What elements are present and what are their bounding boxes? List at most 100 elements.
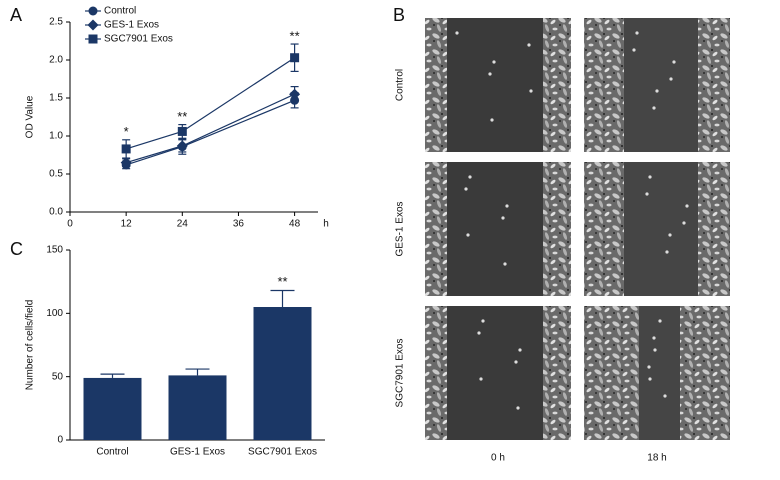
y-tick-label: 0.0 [49,207,63,218]
cell-dot [503,262,507,266]
cell-dot [505,204,509,208]
micrograph [425,18,571,152]
cell-front [698,18,730,152]
bar [83,377,142,440]
panel-label: C [10,239,23,259]
bar [253,307,312,440]
cell-dot [655,89,659,93]
y-tick-label: 0.5 [49,169,63,180]
y-tick-label: 100 [46,308,63,319]
y-tick-label: 1.0 [49,131,63,142]
x-tick-label: 24 [177,219,189,230]
row-label: GES-1 Exos [395,201,406,256]
x-tick-label: 48 [289,219,301,230]
cell-dot [658,319,662,323]
cell-dot [477,331,481,335]
column-label: 0 h [491,453,505,464]
legend-label: Control [104,6,136,17]
cell-dot [665,250,669,254]
cell-dot [501,216,505,220]
cell-dot [492,60,496,64]
series-line [125,93,295,164]
error-bar [270,289,295,307]
error-bar [185,368,210,376]
marker [176,140,188,152]
cell-front [425,18,447,152]
cell-front [584,162,624,296]
significance: * [124,124,129,139]
y-tick-label: 2.0 [49,55,63,66]
cell-dot [668,233,672,237]
x-axis-label: h [323,219,329,230]
significance: ** [277,274,287,289]
cell-front [584,18,624,152]
cell-dot [685,204,689,208]
column-label: 18 h [647,453,666,464]
cell-dot [653,348,657,352]
marker [289,88,301,100]
micrograph [425,306,571,440]
cell-dot [488,72,492,76]
x-tick-label: 0 [67,219,73,230]
legend-label: GES-1 Exos [104,20,159,31]
cell-dot [455,31,459,35]
y-tick-label: 2.5 [49,17,63,28]
cell-front [543,18,571,152]
cell-dot [527,43,531,47]
cell-dot [669,77,673,81]
cell-dot [648,175,652,179]
cell-dot [518,348,522,352]
y-tick-label: 0 [57,435,63,446]
cell-dot [479,377,483,381]
marker [120,157,132,169]
row-label: Control [395,69,406,101]
marker [88,34,98,44]
cell-dot [652,336,656,340]
y-tick-label: 1.5 [49,93,63,104]
cell-dot [466,233,470,237]
x-tick-label: SGC7901 Exos [248,447,317,458]
bar [168,375,227,440]
significance: ** [177,109,187,124]
micrograph [584,162,730,296]
cell-dot [645,192,649,196]
micrograph [425,162,571,296]
cell-front [543,162,571,296]
y-axis-label: Number of cells/field [25,300,36,391]
cell-dot [481,319,485,323]
marker [290,53,300,63]
cell-dot [529,89,533,93]
panel-b: B 0 h 18 h Control GES-1 Exos SGC7901 Exos [393,5,730,464]
x-tick-label: 36 [233,219,245,230]
cell-dot [468,175,472,179]
cell-front [543,306,571,440]
cell-dot [652,106,656,110]
marker [121,144,131,154]
marker [88,6,98,16]
marker [177,126,187,136]
x-tick-label: Control [96,447,128,458]
cell-dot [514,360,518,364]
cell-dot [672,60,676,64]
row-label: SGC7901 Exos [395,339,406,408]
cell-front [698,162,730,296]
cell-dot [464,187,468,191]
cell-front [680,306,730,440]
y-axis-label: OD Value [25,95,36,138]
cell-dot [647,365,651,369]
micrograph [584,18,730,152]
cell-dot [682,221,686,225]
cell-dot [516,406,520,410]
cell-dot [490,118,494,122]
cell-front [425,306,447,440]
x-tick-label: GES-1 Exos [170,447,225,458]
cell-dot [635,31,639,35]
y-tick-label: 50 [52,371,64,382]
cell-dot [648,377,652,381]
panel-label: A [10,5,22,25]
panel-label: B [393,5,405,25]
cell-dot [663,394,667,398]
cell-dot [632,48,636,52]
significance: ** [290,28,300,43]
